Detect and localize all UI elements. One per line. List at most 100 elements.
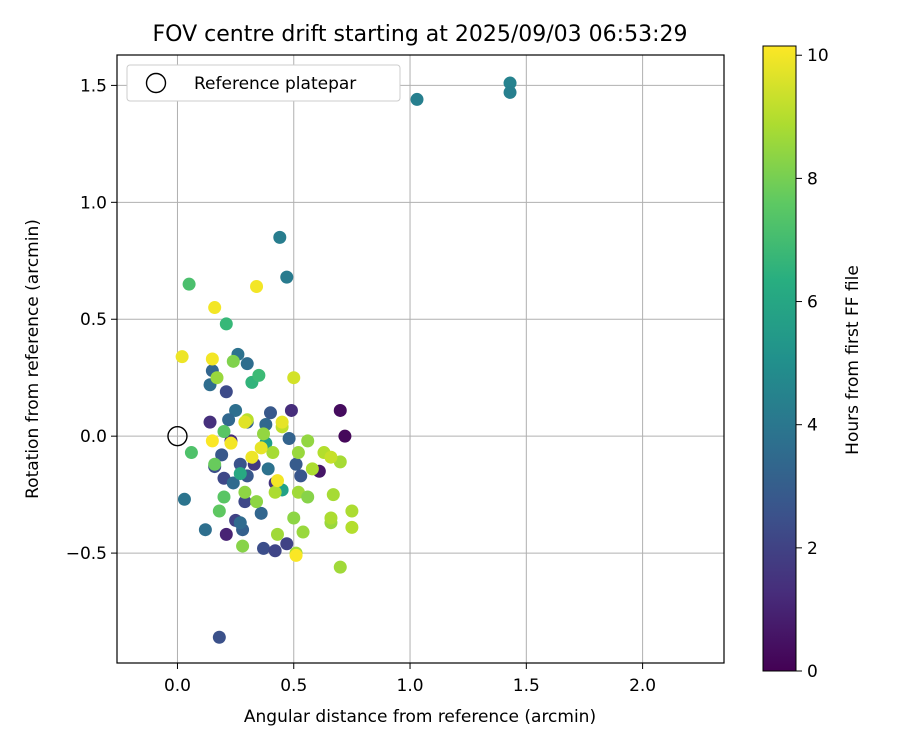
data-point [233, 516, 247, 530]
data-point [236, 539, 250, 553]
x-tick-label: 2.0 [629, 676, 656, 696]
plot-frame [116, 54, 725, 664]
data-point [324, 511, 338, 525]
grid-lines [117, 55, 724, 663]
data-point [252, 368, 266, 382]
data-point [226, 354, 240, 368]
data-point [210, 371, 224, 385]
data-point [257, 541, 271, 555]
data-point [268, 544, 282, 558]
data-point [296, 525, 310, 539]
data-point [275, 415, 289, 429]
data-point [182, 277, 196, 291]
colorbar-tick-label: 10 [807, 46, 829, 66]
colorbar-gradient [762, 45, 797, 672]
y-tick-label: −0.5 [66, 544, 107, 564]
data-point [280, 270, 294, 284]
data-point [287, 371, 301, 385]
colorbar: 0 2 4 6 8 10 Hours from first FF file [762, 45, 863, 682]
legend: Reference platepar [126, 64, 401, 102]
data-point [254, 441, 268, 455]
data-point [219, 527, 233, 541]
data-point [324, 450, 338, 464]
y-axis-label: Rotation from reference (arcmin) [23, 219, 43, 499]
data-point [245, 450, 259, 464]
data-point [198, 523, 212, 537]
data-point [217, 490, 231, 504]
data-point [289, 457, 303, 471]
data-point [219, 385, 233, 399]
colorbar-tick-label: 2 [807, 539, 818, 559]
data-point [250, 495, 264, 509]
data-point [284, 403, 298, 417]
data-point [229, 403, 243, 417]
data-point [280, 537, 294, 551]
data-point [257, 427, 271, 441]
colorbar-tick-label: 8 [807, 169, 818, 189]
data-point [250, 280, 264, 294]
data-point [305, 462, 319, 476]
data-point [238, 495, 252, 509]
colorbar-tick-label: 4 [807, 416, 818, 436]
data-point [333, 403, 347, 417]
x-tick-label: 0.5 [280, 676, 307, 696]
data-point [238, 415, 252, 429]
x-tick-label: 1.0 [397, 676, 424, 696]
x-axis-ticks: 0.0 0.5 1.0 1.5 2.0 [164, 663, 656, 696]
reference-point [167, 425, 188, 447]
data-point [205, 434, 219, 448]
x-axis-label: Angular distance from reference (arcmin) [244, 707, 596, 727]
chart-title: FOV centre drift starting at 2025/09/03 … [153, 22, 688, 47]
x-tick-label: 1.5 [513, 676, 540, 696]
data-point [301, 434, 315, 448]
data-point [226, 476, 240, 490]
data-point [233, 457, 247, 471]
data-point [503, 85, 517, 99]
data-point [175, 350, 189, 364]
data-point [503, 76, 517, 90]
data-point [208, 301, 222, 315]
data-point [233, 467, 247, 481]
y-tick-label: 1.0 [80, 193, 107, 213]
legend-label-reference: Reference platepar [194, 74, 356, 94]
data-point [212, 504, 226, 518]
data-point [287, 511, 301, 525]
colorbar-tick-label: 0 [807, 662, 818, 682]
data-point [212, 630, 226, 644]
data-point [184, 446, 198, 460]
data-point [263, 406, 277, 420]
data-point [333, 560, 347, 574]
data-point [261, 462, 275, 476]
colorbar-tick-label: 6 [807, 293, 818, 313]
data-point [270, 474, 284, 488]
data-point [326, 488, 340, 502]
reference-marker [167, 425, 188, 447]
data-point [301, 490, 315, 504]
data-point [205, 352, 219, 366]
data-point [219, 317, 233, 331]
data-point [177, 492, 191, 506]
y-axis-ticks: −0.5 0.0 0.5 1.0 1.5 [66, 76, 117, 564]
data-point [222, 413, 236, 427]
data-point [345, 504, 359, 518]
data-point [268, 485, 282, 499]
colorbar-ticks: 0 2 4 6 8 10 [796, 46, 829, 682]
data-point [345, 520, 359, 534]
data-point [224, 436, 238, 450]
data-point [266, 446, 280, 460]
y-tick-label: 1.5 [80, 76, 107, 96]
data-point [215, 448, 229, 462]
data-point [203, 415, 217, 429]
data-point [294, 469, 308, 483]
data-point [238, 485, 252, 499]
data-points [175, 76, 517, 644]
data-point [282, 432, 296, 446]
y-tick-label: 0.5 [80, 310, 107, 330]
data-point [291, 446, 305, 460]
data-point [270, 527, 284, 541]
data-point [208, 457, 222, 471]
data-point [338, 429, 352, 443]
legend-box [126, 64, 401, 102]
data-point [273, 230, 287, 244]
